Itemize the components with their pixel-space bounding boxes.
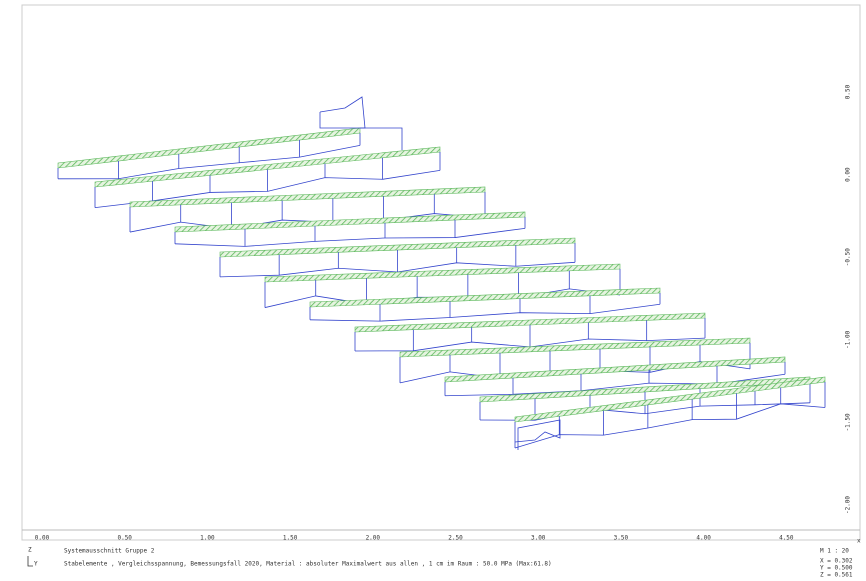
stress-line (309, 303, 661, 322)
coord: Y = 0.500 (820, 565, 853, 572)
x-tick-label: 2.50 (448, 535, 463, 542)
beam (264, 263, 621, 283)
x-tick-label: 0.50 (117, 535, 132, 542)
stress-line (319, 96, 366, 129)
stress-line (514, 419, 561, 450)
beam (174, 211, 526, 233)
axis-z: Z (28, 547, 32, 554)
y-tick-label: -1.50 (845, 413, 852, 431)
stress-line (174, 227, 526, 247)
y-tick-label: 0.00 (845, 167, 852, 182)
y-tick-label: -1.00 (845, 330, 852, 348)
frame (21, 4, 861, 541)
x-tick-label: 1.50 (283, 535, 298, 542)
y-tick-label: 0.50 (845, 84, 852, 99)
footer-title: Systemausschnitt Gruppe 2 (64, 548, 155, 555)
scale: M 1 : 20 (820, 548, 849, 555)
ticks: 0.00 0.50 1.00 1.50 2.00 2.50 3.00 3.50 4.00 4.50… (35, 84, 852, 541)
beam (514, 376, 826, 423)
stress-line (57, 144, 361, 180)
y-tick-label: -2.00 (845, 496, 852, 514)
coord: Z = 0.561 (820, 572, 853, 579)
x-tick-label: 0.00 (35, 535, 50, 542)
beam (309, 287, 661, 308)
x-tick-label: 4.50 (779, 535, 794, 542)
beams (57, 96, 826, 450)
axis-y: Y (34, 561, 38, 568)
beam (399, 337, 751, 358)
y-tick-label: -0.50 (845, 248, 852, 266)
beam (129, 186, 486, 208)
x-tick-label: 1.00 (200, 535, 215, 542)
beam (444, 356, 786, 383)
stress-line (514, 403, 826, 449)
footer-description: Stabelemente , Vergleichsspannung, Bemes… (64, 561, 552, 568)
axis-glyph (27, 556, 33, 567)
x-tick-label: 3.00 (531, 535, 546, 542)
coord: X = 0.302 (820, 558, 853, 565)
x-tick-label: 3.50 (614, 535, 629, 542)
x-tick-label: 2.00 (366, 535, 381, 542)
stress-line (360, 127, 403, 150)
x-axis-label: x (857, 538, 861, 545)
x-tick-label: 4.00 (696, 535, 711, 542)
